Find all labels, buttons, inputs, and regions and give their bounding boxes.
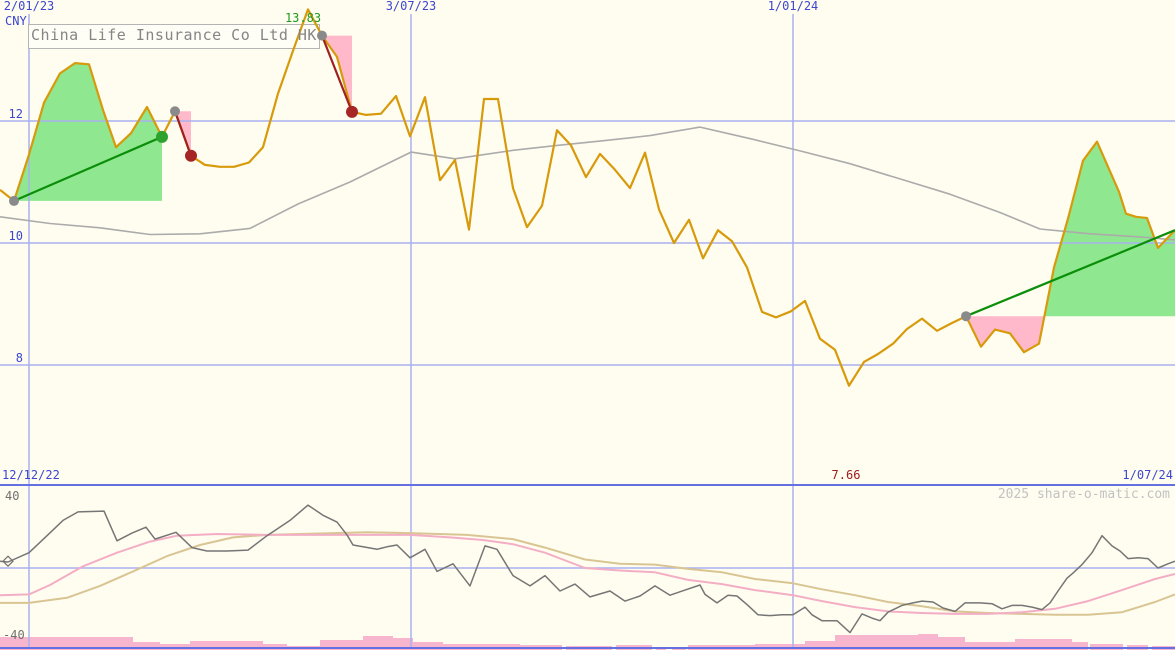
histogram-bar-3: [190, 641, 263, 650]
pivot-dot-gray-4: [317, 30, 327, 41]
y-tick-10: 10: [8, 229, 23, 243]
y-tick-8: 8: [15, 351, 23, 365]
panel-divider-top: [0, 484, 1175, 486]
pivot-dot-gray-2: [170, 106, 180, 117]
oscillator-pink: [0, 533, 1175, 615]
oscillator-start-marker: [2, 555, 14, 568]
panel-divider-bottom: [0, 647, 1175, 649]
trend-line-green-0: [13, 135, 163, 202]
trend-line-green-3: [965, 229, 1175, 318]
osc-tick-40: 40: [5, 489, 20, 503]
trend-fill-pink-3: [966, 316, 1175, 353]
histogram-bar-23: [1015, 639, 1072, 650]
trend-fill-green-0: [14, 63, 162, 201]
watermark: 2025 share-o-matic.com: [997, 487, 1170, 502]
pivot-dot-red-5: [346, 105, 358, 118]
pivot-dot-red-3: [185, 149, 197, 162]
pivot-dot-gray-0: [9, 195, 19, 206]
chart-title: China Life Insurance Co Ltd HK: [31, 26, 317, 44]
moving-average-line: [0, 126, 1175, 241]
osc-tick--40: -40: [3, 628, 25, 642]
pivot-dot-gray-6: [961, 311, 971, 322]
low-value-label: 7.66: [831, 468, 861, 482]
histogram-bar-1: [133, 642, 160, 650]
x-axis-label-bottom-0: 12/12/22: [2, 468, 60, 482]
histogram-bar-0: [0, 637, 133, 650]
histogram-bar-24: [1072, 642, 1088, 650]
trend-fill-green-3: [966, 143, 1175, 317]
trend-line-red-2: [320, 35, 354, 113]
trend-fill-pink-2: [322, 35, 352, 112]
histogram-bar-6: [320, 640, 363, 650]
x-axis-label-top-2: 1/01/24: [767, 0, 819, 13]
histogram-bar-7: [363, 636, 393, 650]
histogram-bar-9: [413, 642, 443, 650]
high-value-label: 13.83: [284, 11, 322, 25]
oscillator-main: [0, 504, 1175, 634]
histogram-bar-21: [938, 637, 965, 650]
histogram-bar-19: [835, 635, 918, 650]
histogram-bar-20: [918, 634, 938, 650]
trend-line-red-1: [173, 110, 193, 157]
histogram-bar-22: [965, 642, 1015, 650]
y-tick-12: 12: [8, 107, 23, 121]
pivot-dot-green-1: [156, 130, 168, 143]
x-axis-label-bottom-1: 1/07/24: [1122, 468, 1173, 482]
x-axis-label-top-1: 3/07/23: [385, 0, 437, 13]
oscillator-tan: [0, 531, 1175, 616]
histogram-bar-18: [805, 641, 835, 650]
price-line: [0, 8, 1175, 387]
currency-label: CNY: [5, 14, 27, 28]
x-axis-label-top-0: 2/01/23: [3, 0, 55, 13]
